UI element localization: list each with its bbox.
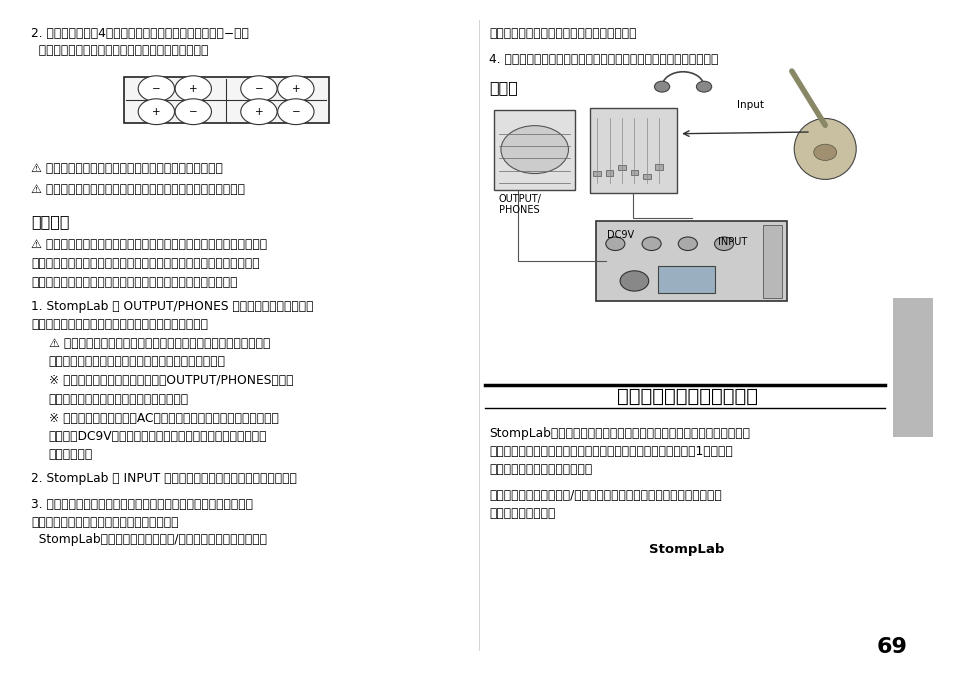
Text: 違えないように乾電池の向きに注意してください。: 違えないように乾電池の向きに注意してください。: [31, 44, 209, 57]
Circle shape: [619, 271, 648, 291]
Text: 4. アンプやミキサーのボリュームを適宜上げて音量を調整します。: 4. アンプやミキサーのボリュームを適宜上げて音量を調整します。: [489, 53, 718, 66]
Text: +: +: [292, 84, 300, 93]
Text: 誤動作を起こす原因となりますので十分に注意してください。: 誤動作を起こす原因となりますので十分に注意してください。: [31, 276, 237, 289]
Circle shape: [240, 76, 276, 102]
Circle shape: [641, 237, 660, 250]
Circle shape: [175, 99, 212, 125]
Ellipse shape: [793, 118, 856, 179]
Text: Input: Input: [737, 100, 763, 110]
Text: れ直してください。: れ直してください。: [489, 507, 556, 520]
Text: ※ ヘッドホンを使用する場合は、OUTPUT/PHONES端子に: ※ ヘッドホンを使用する場合は、OUTPUT/PHONES端子に: [49, 374, 293, 387]
Circle shape: [696, 81, 711, 92]
Circle shape: [138, 99, 174, 125]
Text: 2. 単３形乾電池を4本入れて、カバーを閉めます。＋と−を間: 2. 単３形乾電池を4本入れて、カバーを閉めます。＋と−を間: [31, 27, 249, 40]
Bar: [124, 77, 328, 123]
Text: と、自動的に電源が切れます。: と、自動的に電源が切れます。: [489, 463, 592, 476]
Bar: [892, 298, 932, 437]
Text: し込みます。: し込みます。: [49, 448, 92, 461]
Bar: [596, 221, 786, 301]
Circle shape: [175, 76, 212, 102]
Bar: [589, 108, 677, 193]
Text: ぷやミキサーの音量は十分に下げておいてください。: ぷやミキサーの音量は十分に下げておいてください。: [49, 355, 226, 368]
Text: ⚠ 接続時や電源立ち上げ時にはノイズが聞こえないように、アン: ⚠ 接続時や電源立ち上げ時にはノイズが聞こえないように、アン: [49, 337, 270, 350]
Circle shape: [138, 76, 174, 102]
Text: StompLabにはオート・パワー・オフ機能が搭載されています。オート: StompLabにはオート・パワー・オフ機能が搭載されています。オート: [489, 427, 750, 439]
Text: パネルのDC9V端子に接続してから、プラグをコンセントに差: パネルのDC9V端子に接続してから、プラグをコンセントに差: [49, 430, 267, 443]
Text: スプレイが点灯したらスイッチを離します。: スプレイが点灯したらスイッチを離します。: [31, 516, 179, 529]
Text: ・パワー・オフ機能は、操作しない状態と入力がない状態が約1時間続く: ・パワー・オフ機能は、操作しない状態と入力がない状態が約1時間続く: [489, 445, 733, 458]
Bar: [658, 266, 715, 293]
Text: やミキサー／レコーダー等をケーブルで接続します。: やミキサー／レコーダー等をケーブルで接続します。: [31, 318, 209, 331]
Text: 電源が切れると、ボタン/ペダルを操作しても復帰しません。電源を入: 電源が切れると、ボタン/ペダルを操作しても復帰しません。電源を入: [489, 489, 721, 502]
Text: ヘッドホンのプラグを接続してください。: ヘッドホンのプラグを接続してください。: [49, 393, 189, 406]
Text: −: −: [292, 107, 300, 116]
Text: 基本接続: 基本接続: [31, 215, 70, 230]
Circle shape: [654, 81, 669, 92]
Text: INPUT: INPUT: [718, 237, 747, 247]
Text: +: +: [189, 84, 197, 93]
Bar: [618, 172, 625, 177]
Text: +: +: [152, 107, 160, 116]
Text: −: −: [152, 84, 160, 93]
Text: 2. StompLab の INPUT 端子とベースをケーブルで接続します。: 2. StompLab の INPUT 端子とベースをケーブルで接続します。: [31, 472, 297, 485]
Bar: [762, 225, 781, 298]
Circle shape: [277, 76, 314, 102]
Text: を行うと、ベース・アンプやスピーカー・システム等を破損したり、: を行うと、ベース・アンプやスピーカー・システム等を破損したり、: [31, 257, 260, 270]
Circle shape: [240, 99, 276, 125]
Bar: [630, 172, 638, 177]
Circle shape: [500, 126, 568, 173]
Text: ⚠ 付属の電池は動作確認用です。对命が短い場合があります。: ⚠ 付属の電池は動作確認用です。对命が短い場合があります。: [31, 183, 245, 196]
Text: 3. 電源スイッチを押したままにし、プログラム／バリュー・ディ: 3. 電源スイッチを押したままにし、プログラム／バリュー・ディ: [31, 498, 253, 510]
Text: StompLabが起動し、プログラム/バリュー・ディスプレイに: StompLabが起動し、プログラム/バリュー・ディスプレイに: [31, 533, 267, 546]
Text: −: −: [254, 84, 263, 93]
Text: ※ オプション（別売）のACアダプターを使用する場合は、リア・: ※ オプション（別売）のACアダプターを使用する場合は、リア・: [49, 412, 278, 424]
Circle shape: [813, 144, 836, 160]
Bar: [605, 171, 613, 177]
Bar: [494, 110, 575, 190]
Text: 接続例: 接続例: [489, 80, 517, 95]
Text: ⚠ 電池が少なくなると、ノイズが出ることがあります。: ⚠ 電池が少なくなると、ノイズが出ることがあります。: [31, 162, 223, 175]
Text: +: +: [254, 107, 263, 116]
Bar: [593, 167, 600, 173]
Circle shape: [714, 237, 733, 250]
Text: プログラム・ナンバーなどが表示されます。: プログラム・ナンバーなどが表示されます。: [489, 27, 637, 40]
Bar: [642, 170, 650, 175]
Text: ⚠ 各接続は、必ず電源がオフの状態で行ってください。不注意な操作: ⚠ 各接続は、必ず電源がオフの状態で行ってください。不注意な操作: [31, 238, 268, 251]
Circle shape: [605, 237, 624, 250]
Circle shape: [678, 237, 697, 250]
Bar: [655, 165, 662, 170]
Text: OUTPUT/: OUTPUT/: [498, 194, 541, 204]
Text: 1. StompLab の OUTPUT/PHONES 端子と、ベース・アンプ: 1. StompLab の OUTPUT/PHONES 端子と、ベース・アンプ: [31, 300, 314, 313]
Text: −: −: [189, 107, 197, 116]
Text: DC9V: DC9V: [606, 230, 633, 240]
Circle shape: [277, 99, 314, 125]
Text: 69: 69: [876, 636, 906, 657]
Text: オート・パワー・オフ機能: オート・パワー・オフ機能: [617, 387, 757, 406]
Text: PHONES: PHONES: [498, 205, 539, 215]
Text: StompLab: StompLab: [648, 543, 724, 556]
